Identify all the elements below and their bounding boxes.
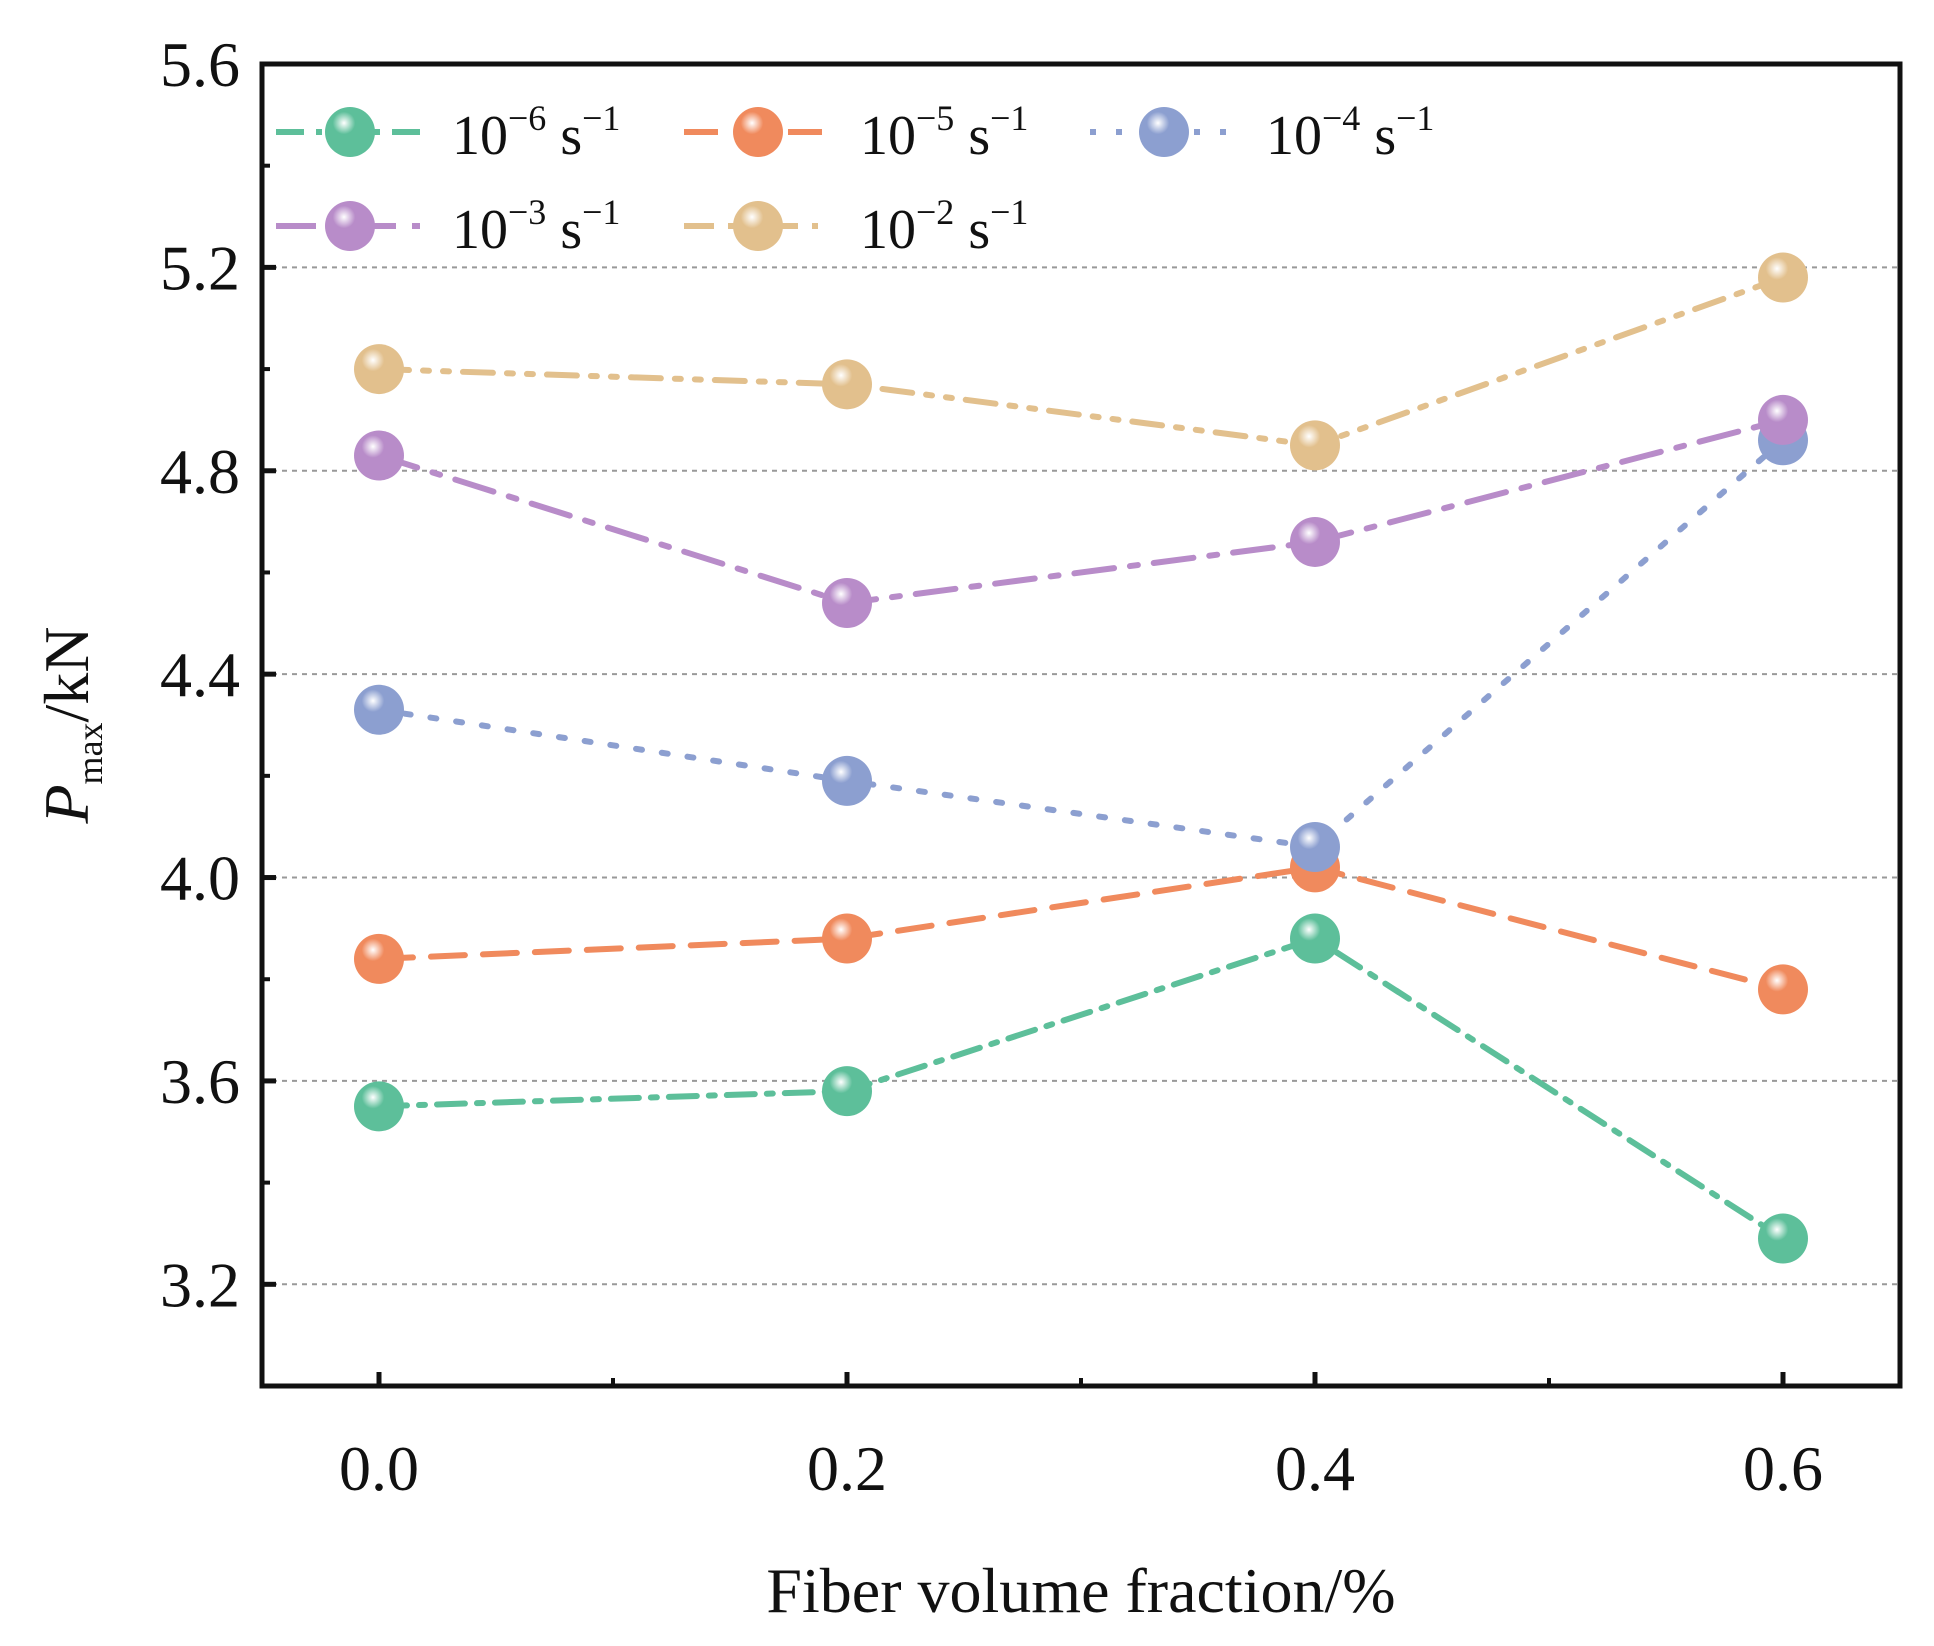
legend-marker [733, 107, 783, 157]
legend-label: 10−4 s−1 [1266, 98, 1434, 167]
y-tick-label: 4.8 [160, 436, 240, 507]
legend: 10−6 s−1 10−5 s−1 10−4 s−1 10−3 s−1 10−2 s−1 [276, 98, 1434, 261]
data-point [1758, 964, 1808, 1015]
data-point [822, 755, 872, 806]
data-point [354, 1081, 404, 1132]
y-tick-label: 5.2 [160, 232, 240, 303]
legend-label: 10−6 s−1 [452, 98, 620, 167]
data-point [822, 913, 872, 964]
x-tick-label: 0.0 [339, 1433, 419, 1504]
series-line [376, 935, 1786, 1242]
series-line [376, 416, 1786, 607]
x-tick-label: 0.4 [1275, 1433, 1355, 1504]
data-point [1290, 420, 1340, 471]
y-axis-label: Pmax/kN [31, 626, 110, 824]
data-point [354, 344, 404, 395]
gridlines [262, 266, 1900, 1286]
data-point [354, 933, 404, 984]
series-line [376, 864, 1786, 993]
data-point [822, 577, 872, 628]
legend-marker [1139, 107, 1189, 157]
legend-label: 10−3 s−1 [452, 192, 620, 261]
x-tick-label: 0.2 [807, 1433, 887, 1504]
legend-item: 10−5 s−1 [684, 98, 1028, 167]
data-point [822, 1066, 872, 1117]
data-point [822, 359, 872, 410]
legend-label: 10−2 s−1 [860, 192, 1028, 261]
data-point [1290, 913, 1340, 964]
legend-marker [733, 201, 783, 251]
axis-ticks: 3.2 3.6 4.0 4.4 4.8 5.2 5.6 0.0 0.2 0.4 0.6 [160, 29, 1823, 1504]
plot-frame [259, 61, 1903, 1389]
series-lines [376, 274, 1786, 1242]
data-point [1758, 394, 1808, 445]
y-tick-label: 5.6 [160, 29, 240, 100]
data-point [1758, 1213, 1808, 1264]
legend-item: 10−2 s−1 [684, 192, 1028, 261]
series-markers [354, 252, 1808, 1264]
legend-marker [325, 201, 375, 251]
legend-label: 10−5 s−1 [860, 98, 1028, 167]
data-point [1290, 822, 1340, 873]
y-tick-label: 3.2 [160, 1249, 240, 1320]
y-tick-label: 4.0 [160, 843, 240, 914]
data-point [354, 684, 404, 735]
x-axis-label: Fiber volume fraction/% [766, 1555, 1395, 1626]
legend-item: 10−4 s−1 [1090, 98, 1434, 167]
data-point [1758, 252, 1808, 303]
data-point [354, 430, 404, 481]
data-point [1290, 516, 1340, 567]
series-line [376, 437, 1786, 851]
legend-marker [325, 107, 375, 157]
series-line [376, 274, 1786, 449]
y-tick-label: 3.6 [160, 1046, 240, 1117]
legend-item: 10−3 s−1 [276, 192, 620, 261]
legend-item: 10−6 s−1 [276, 98, 620, 167]
y-tick-label: 4.4 [160, 639, 240, 710]
x-tick-label: 0.6 [1743, 1433, 1823, 1504]
